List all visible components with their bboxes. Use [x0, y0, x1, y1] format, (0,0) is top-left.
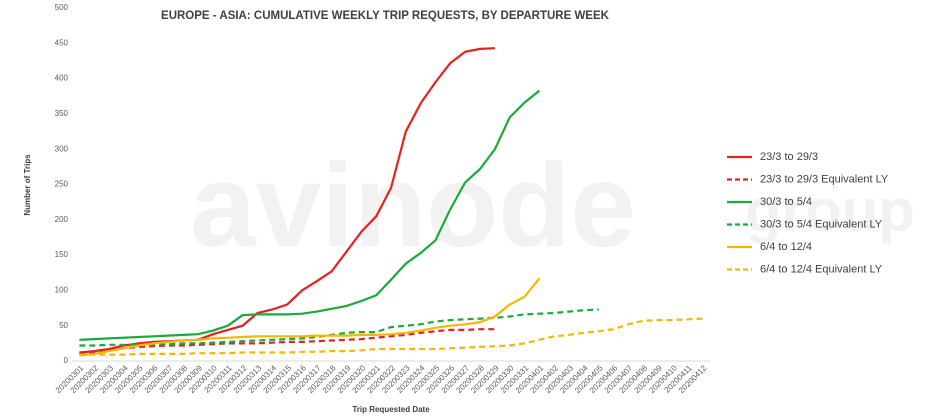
series-line: [79, 277, 541, 357]
watermark-small: group: [745, 177, 915, 244]
series-line: [79, 308, 599, 347]
y-tick-label: 450: [55, 38, 69, 47]
y-tick-label: 200: [55, 215, 69, 224]
legend-label: 23/3 to 29/3 Equivalent LY: [760, 173, 889, 185]
series-line: [79, 328, 495, 355]
x-axis-title: Trip Requested Date: [352, 405, 430, 414]
series-line: [79, 317, 703, 356]
y-tick-label: 50: [59, 321, 68, 330]
y-tick-label: 250: [55, 180, 69, 189]
series-line: [79, 47, 495, 354]
chart-title: EUROPE - ASIA: CUMULATIVE WEEKLY TRIP RE…: [161, 10, 610, 22]
y-tick-label: 100: [55, 286, 69, 295]
y-tick-label: 500: [55, 3, 69, 12]
y-axis-title: Number of Trips: [23, 154, 32, 216]
y-tick-label: 150: [55, 250, 69, 259]
legend-label: 6/4 to 12/4 Equivalent LY: [760, 263, 883, 275]
y-tick-label: 400: [55, 74, 69, 83]
legend-label: 30/3 to 5/4 Equivalent LY: [760, 218, 883, 230]
y-tick-label: 0: [64, 356, 69, 365]
legend-label: 23/3 to 29/3: [760, 151, 818, 163]
series-line: [79, 89, 541, 341]
y-tick-label: 350: [55, 109, 69, 118]
watermark: avinode: [190, 140, 636, 272]
legend-label: 6/4 to 12/4: [760, 241, 812, 253]
legend-label: 30/3 to 5/4: [760, 196, 812, 208]
y-tick-label: 300: [55, 144, 69, 153]
